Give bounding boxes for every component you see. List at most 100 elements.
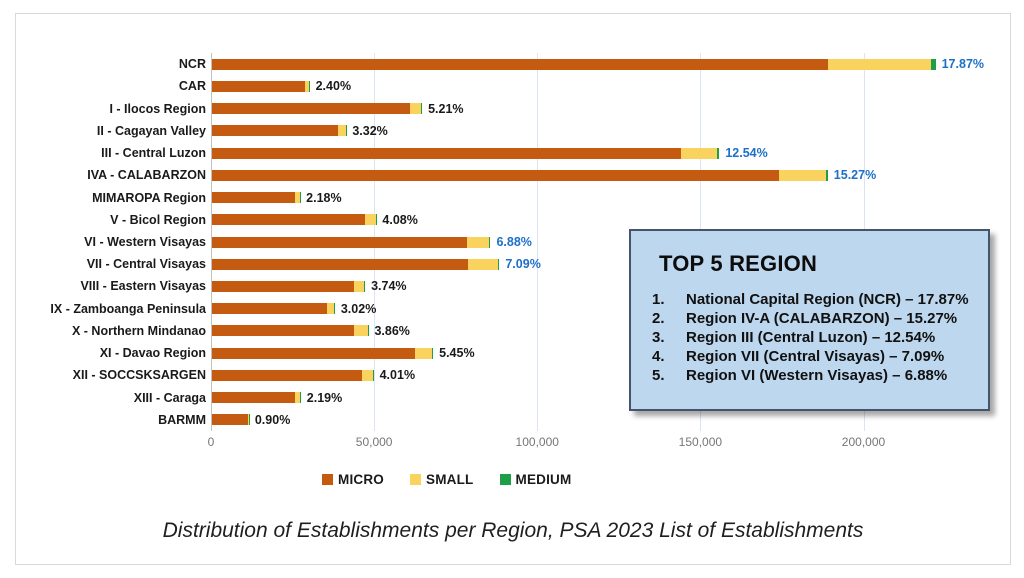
region-label: VI - Western Visayas (84, 235, 206, 249)
top5-title: TOP 5 REGION (659, 251, 818, 276)
bar-segment-medium (825, 169, 828, 181)
bar-stack (212, 414, 249, 426)
bar-value-label: 3.74% (371, 279, 407, 294)
gridline (537, 53, 539, 431)
legend-item-medium: MEDIUM (499, 472, 572, 487)
top5-list-item: 3. Region III (Central Luzon) – 12.54% (631, 328, 988, 347)
bar-segment-medium (421, 103, 423, 115)
bar-segment-small (827, 58, 931, 70)
legend-label: SMALL (426, 472, 474, 487)
bar-value-label: 7.09% (505, 257, 541, 272)
region-label: NCR (178, 57, 206, 72)
bar-segment-small (364, 214, 376, 226)
bar-segment-micro (212, 103, 411, 115)
top5-item-number: 4. (652, 348, 665, 365)
bar-row: BARMM 0.90% (16, 409, 1010, 431)
bar-segment-medium (334, 303, 335, 315)
region-label: I - Ilocos Region (109, 101, 206, 116)
bar-segment-small (466, 236, 489, 248)
bar-stack (212, 58, 936, 70)
bar-segment-medium (364, 280, 366, 292)
bar-segment-small (410, 103, 422, 115)
bar-segment-micro (212, 347, 415, 359)
bar-row: V - Bicol Region 4.08% (16, 209, 1010, 231)
top5-item-number: 3. (652, 329, 665, 346)
bar-stack (212, 325, 369, 337)
bar-segment-micro (212, 258, 468, 270)
region-label: II - Cagayan Valley (96, 123, 206, 138)
top5-list-item: 5. Region VI (Western Visayas) – 6.88% (631, 366, 988, 385)
bar-stack (212, 303, 335, 315)
top5-list-item: 2. Region IV-A (CALABARZON) – 15.27% (631, 309, 988, 328)
region-label: III - Central Luzon (101, 146, 206, 161)
bar-segment-medium (930, 58, 936, 70)
bar-value-label: 5.21% (428, 101, 464, 116)
top5-list: 1. National Capital Region (NCR) – 17.87%… (631, 290, 988, 385)
legend-swatch-icon (410, 474, 421, 485)
bar-stack (212, 125, 347, 137)
bar-segment-medium (367, 325, 369, 337)
bar-stack (212, 369, 374, 381)
bar-stack (212, 192, 301, 204)
legend-item-small: SMALL (410, 472, 474, 487)
region-label: X - Northern Mindanao (71, 323, 206, 338)
bar-value-label: 0.90% (254, 412, 291, 427)
bar-stack (212, 258, 500, 270)
region-label: BARMM (158, 412, 206, 427)
legend-swatch-icon (322, 474, 333, 485)
region-label: MIMAROPA Region (92, 190, 206, 205)
legend: MICRO SMALL MEDIUM (322, 472, 571, 487)
bar-row: XII - SOCCSKSARGEN 4.01% (16, 364, 1010, 386)
top5-list-item: 4. Region VII (Central Visayas) – 7.09% (631, 347, 988, 366)
bar-value-label: 5.45% (439, 346, 475, 361)
bar-value-label: 2.40% (315, 79, 352, 94)
bar-row: VII - Central Visayas 7.09% (16, 253, 1010, 275)
top5-item-number: 1. (652, 291, 665, 308)
region-label: IVA - CALABARZON (87, 168, 206, 183)
bar-segment-medium (431, 347, 434, 359)
bar-stack (212, 280, 366, 292)
bar-segment-small (294, 392, 301, 404)
bar-stack (212, 392, 301, 404)
bar-segment-medium (345, 125, 347, 137)
bar-segment-micro (212, 147, 682, 159)
bar-segment-medium (375, 214, 377, 226)
bar-row: MIMAROPA Region 2.18% (16, 187, 1010, 209)
top5-list-item: 1. National Capital Region (NCR) – 17.87% (631, 290, 988, 309)
region-label: CAR (178, 79, 206, 94)
bar-stack (212, 80, 310, 92)
bar-row: VIII - Eastern Visayas 3.74% (16, 275, 1010, 297)
top5-annotation-box: TOP 5 REGION 1. National Capital Region (… (629, 229, 990, 411)
bar-row: NCR 17.87% (16, 53, 1010, 75)
bar-row: XI - Davao Region 5.45% (16, 342, 1010, 364)
bar-stack (212, 214, 377, 226)
top5-item-text: Region VI (Western Visayas) – 6.88% (686, 367, 948, 384)
legend-item-micro: MICRO (322, 472, 384, 487)
bar-segment-micro (212, 58, 828, 70)
bar-segment-micro (212, 392, 295, 404)
bar-segment-small (778, 169, 826, 181)
bar-value-label: 2.18% (306, 190, 342, 205)
bar-segment-small (414, 347, 432, 359)
bar-stack (212, 236, 491, 248)
top5-item-text: National Capital Region (NCR) – 17.87% (686, 291, 969, 308)
bar-value-label: 3.32% (352, 123, 388, 138)
bar-segment-small (353, 280, 365, 292)
x-axis-tick-label: 200,000 (841, 435, 886, 449)
bar-row: IX - Zamboanga Peninsula 3.02% (16, 298, 1010, 320)
legend-label: MEDIUM (515, 472, 572, 487)
bar-segment-medium (717, 147, 720, 159)
bar-segment-micro (212, 369, 362, 381)
bar-stack (212, 103, 423, 115)
bar-value-label: 4.08% (382, 212, 418, 227)
bar-segment-micro (212, 280, 354, 292)
bar-segment-small (361, 369, 373, 381)
bar-segment-micro (212, 169, 779, 181)
bar-segment-micro (212, 236, 467, 248)
top5-item-text: Region III (Central Luzon) – 12.54% (686, 329, 936, 346)
region-label: IX - Zamboanga Peninsula (50, 301, 206, 316)
bar-row: XIII - Caraga 2.19% (16, 387, 1010, 409)
bar-row: II - Cagayan Valley 3.32% (16, 120, 1010, 142)
x-axis-tick-label: 100,000 (515, 435, 559, 449)
